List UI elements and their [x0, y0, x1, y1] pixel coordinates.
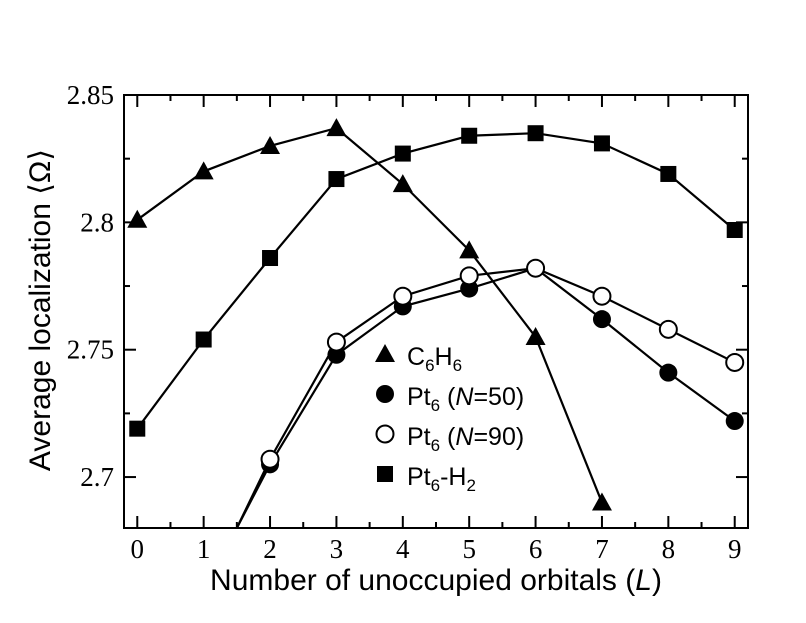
data-point — [526, 258, 546, 278]
legend-entry: Pt6 (N=50) — [376, 383, 524, 415]
y-tick-label: 2.8 — [80, 207, 114, 237]
data-point — [525, 326, 546, 345]
data-point — [392, 174, 413, 193]
data-point — [195, 331, 212, 348]
legend-entry: C6H6 — [375, 343, 462, 375]
data-point — [725, 412, 744, 431]
legend-label: C6H6 — [407, 343, 462, 375]
data-point — [459, 266, 479, 286]
series-0 — [127, 118, 612, 511]
x-tick-label: 5 — [462, 534, 476, 564]
x-tick-label: 3 — [330, 534, 344, 564]
data-point — [328, 171, 345, 188]
x-tick-label: 0 — [131, 534, 145, 564]
legend-entry: Pt6 (N=90) — [375, 423, 524, 455]
data-point — [326, 118, 347, 137]
plot-frame — [123, 94, 749, 529]
series-line — [136, 126, 603, 503]
data-point — [659, 363, 678, 382]
series-line — [136, 132, 736, 430]
data-point — [461, 127, 478, 144]
data-point — [459, 240, 480, 259]
data-point — [658, 319, 678, 339]
data-point — [129, 420, 146, 437]
y-tick-label: 2.85 — [67, 80, 114, 110]
legend-marker — [375, 424, 395, 444]
data-point — [592, 310, 611, 329]
x-tick-label: 4 — [396, 534, 410, 564]
x-tick-label: 7 — [595, 534, 609, 564]
legend-marker — [377, 466, 393, 482]
data-point — [591, 492, 612, 511]
legend: C6H6 Pt6 (N=50) Pt6 (N=90) Pt6-H2 — [375, 343, 524, 495]
axes: 0 1 2 3 4 5 6 7 8 9 2.7 2.75 2.8 2.85 — [67, 80, 749, 564]
y-tick-label: 2.7 — [80, 462, 114, 492]
x-tick-label: 2 — [263, 534, 277, 564]
x-tick-label: 8 — [662, 534, 676, 564]
data-point — [660, 165, 677, 182]
legend-marker — [376, 385, 394, 403]
y-tick-label: 2.75 — [67, 335, 114, 365]
data-point — [394, 145, 411, 162]
data-point — [726, 221, 743, 238]
y-axis-title: Average localization ⟨Ω⟩ — [24, 149, 57, 471]
series-layer — [127, 118, 745, 528]
data-point — [193, 161, 214, 180]
data-point — [592, 286, 612, 306]
legend-entry: Pt6-H2 — [377, 463, 476, 495]
data-point — [326, 332, 346, 352]
series-2 — [235, 258, 745, 528]
x-tick-label: 6 — [529, 534, 543, 564]
data-point — [260, 449, 280, 469]
x-axis-title: Number of unoccupied orbitals (L) — [210, 564, 662, 597]
series-3 — [129, 125, 743, 437]
data-point — [262, 250, 279, 267]
x-tick-label: 9 — [728, 534, 742, 564]
legend-label: Pt6 (N=50) — [407, 383, 524, 415]
x-tick-label: 1 — [197, 534, 211, 564]
data-point — [593, 135, 610, 152]
legend-label: Pt6-H2 — [407, 463, 476, 495]
data-point — [393, 286, 413, 306]
data-point — [260, 135, 281, 154]
legend-label: Pt6 (N=90) — [407, 423, 524, 455]
data-point — [527, 125, 544, 142]
legend-marker — [375, 344, 395, 362]
data-point — [725, 352, 745, 372]
data-point — [127, 209, 148, 228]
